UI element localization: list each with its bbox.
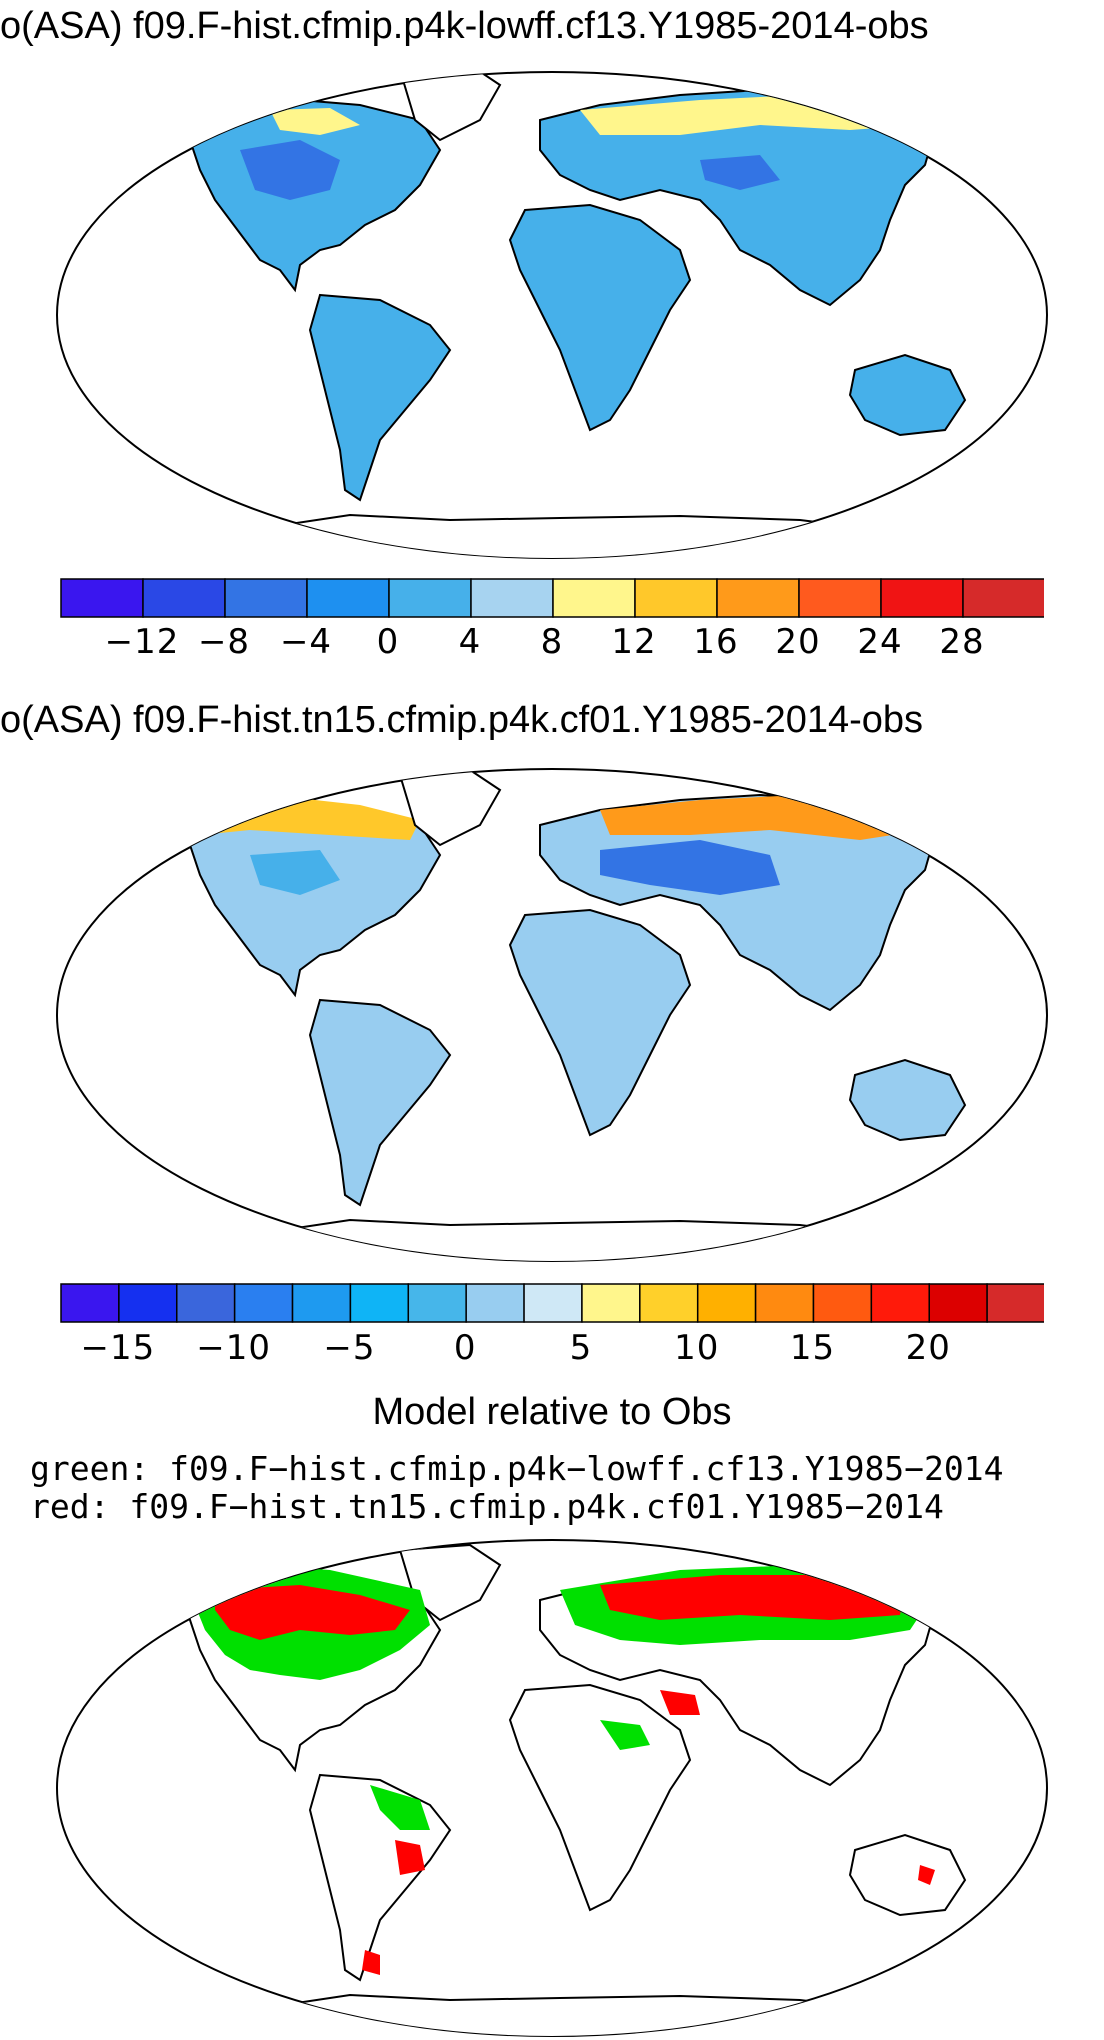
colorbar-tick-label: −8: [197, 622, 251, 662]
colorbar-swatch: [928, 1283, 988, 1323]
colorbar-swatch: [696, 1283, 757, 1323]
panel2-colorbar-ticks: −15 −10 −5 0 5 10 15 20: [0, 1328, 1104, 1372]
colorbar-tick-label: 16: [693, 622, 739, 662]
colorbar-swatch: [870, 1283, 930, 1323]
colorbar-swatch: [523, 1283, 583, 1323]
land-anomaly: [183, 769, 967, 1261]
colorbar-swatch: [60, 578, 144, 618]
colorbar-tick-label: 8: [540, 622, 564, 662]
colorbar-tick-label: 0: [453, 1328, 477, 1368]
colorbar-tick-label: 10: [674, 1328, 720, 1368]
colorbar-swatch: [224, 578, 308, 618]
colorbar-tick-label: −12: [104, 622, 180, 662]
panel2-map: [56, 768, 1048, 1262]
colorbar-tick-label: −4: [279, 622, 333, 662]
colorbar-tick-label: −5: [323, 1328, 376, 1368]
colorbar-tick-label: 20: [775, 622, 821, 662]
colorbar-tick-label: 12: [611, 622, 657, 662]
colorbar-tick-label: −15: [80, 1328, 156, 1368]
colorbar-swatch: [465, 1283, 525, 1323]
colorbar-swatches: [60, 578, 1044, 618]
colorbar-tick-label: −10: [196, 1328, 272, 1368]
colorbar-tick-label: 15: [789, 1328, 836, 1368]
colorbar-swatch: [581, 1283, 641, 1323]
colorbar-swatch: [754, 1283, 815, 1323]
colorbar-swatch: [552, 578, 636, 618]
colorbar-swatch: [306, 578, 390, 618]
colorbar-swatch: [962, 578, 1044, 618]
legend-red-entry: red: f09.F−hist.tn15.cfmip.p4k.cf01.Y198…: [30, 1487, 944, 1526]
colorbar-swatch: [349, 1283, 410, 1323]
colorbar-swatch: [880, 578, 964, 618]
model-difference-overlay: [190, 1565, 935, 1975]
colorbar-swatch: [634, 578, 718, 618]
colorbar-swatches: [60, 1283, 1044, 1323]
colorbar-tick-label: 0: [376, 622, 400, 662]
legend-green-entry: green: f09.F−hist.cfmip.p4k−lowff.cf13.Y…: [30, 1449, 1004, 1488]
colorbar-swatch: [60, 1283, 120, 1323]
colorbar-tick-label: 20: [905, 1328, 951, 1368]
comparison-title: Model relative to Obs: [372, 1391, 732, 1433]
panel2-colorbar: [60, 1283, 1044, 1323]
panel1-title: o(ASA) f09.F-hist.cfmip.p4k-lowff.cf13.Y…: [0, 5, 929, 47]
panel1-colorbar-ticks: −12 −8 −4 0 4 8 12 16 20 24 28: [0, 622, 1104, 666]
colorbar-tick-label: 24: [857, 622, 903, 662]
colorbar-swatch: [716, 578, 800, 618]
panel2-title: o(ASA) f09.F-hist.tn15.cfmip.p4k.cf01.Y1…: [0, 699, 924, 741]
colorbar-swatch: [118, 1283, 178, 1323]
colorbar-swatch: [291, 1283, 352, 1323]
colorbar-swatch: [233, 1283, 294, 1323]
colorbar-tick-label: 4: [458, 622, 482, 662]
colorbar-tick-label: 5: [569, 1328, 593, 1368]
panel1-map: [56, 71, 1048, 559]
comparison-map: [56, 1539, 1048, 2037]
colorbar-swatch: [176, 1283, 236, 1323]
colorbar-swatch: [470, 578, 554, 618]
colorbar-swatch: [407, 1283, 467, 1323]
colorbar-swatch: [142, 578, 226, 618]
colorbar-tick-label: 28: [939, 622, 985, 662]
colorbar-swatch: [639, 1283, 699, 1323]
colorbar-swatch: [798, 578, 882, 618]
panel1-colorbar: [60, 578, 1044, 618]
colorbar-swatch: [986, 1283, 1044, 1323]
colorbar-swatch: [388, 578, 472, 618]
colorbar-swatch: [812, 1283, 873, 1323]
